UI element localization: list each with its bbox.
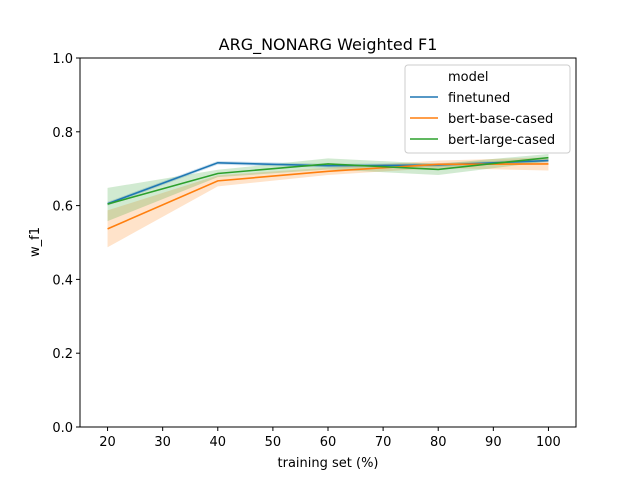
y-tick-label: 0.6 (52, 200, 73, 215)
y-tick-label: 0.0 (52, 421, 73, 436)
legend-entry-1: bert-base-cased (448, 112, 553, 127)
x-tick-label: 20 (99, 435, 116, 450)
x-axis-ticks: 20 30 40 50 60 70 80 90 100 (99, 427, 561, 450)
y-tick-label: 0.2 (52, 347, 73, 362)
x-axis-label: training set (%) (278, 456, 379, 471)
y-axis-label: w_f1 (28, 227, 43, 257)
legend-box (404, 64, 571, 154)
x-tick-label: 40 (210, 435, 227, 450)
x-tick-label: 50 (265, 435, 282, 450)
series-line-1 (107, 163, 549, 230)
x-tick-label: 80 (430, 435, 447, 450)
chart-title: ARG_NONARG Weighted F1 (219, 35, 438, 55)
legend-entry-0: finetuned (448, 91, 510, 106)
legend-title: model (448, 70, 488, 85)
y-tick-label: 1.0 (52, 52, 73, 67)
y-tick-label: 0.4 (52, 273, 73, 288)
x-tick-label: 90 (485, 435, 502, 450)
x-tick-label: 30 (154, 435, 171, 450)
y-tick-label: 0.8 (52, 126, 73, 141)
legend: model finetuned bert-base-cased bert-large-… (404, 64, 571, 154)
x-tick-label: 60 (320, 435, 337, 450)
series-line-2 (107, 156, 549, 205)
x-tick-label: 100 (536, 435, 561, 450)
x-tick-label: 70 (375, 435, 392, 450)
legend-entry-2: bert-large-cased (448, 133, 555, 148)
y-axis-ticks: 0.0 0.2 0.4 0.6 0.8 1.0 (52, 52, 80, 436)
ci-band-2 (107, 153, 549, 222)
ci-band-1 (107, 157, 549, 248)
series-lines (107, 156, 549, 230)
